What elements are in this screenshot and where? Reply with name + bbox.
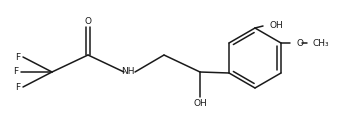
Text: OH: OH [193, 99, 207, 108]
Text: CH₃: CH₃ [313, 38, 330, 48]
Text: F: F [14, 68, 19, 76]
Text: OH: OH [269, 22, 283, 31]
Text: NH: NH [121, 68, 135, 76]
Text: O: O [297, 38, 304, 48]
Text: O: O [84, 18, 92, 26]
Text: F: F [15, 82, 20, 92]
Text: F: F [15, 52, 20, 62]
